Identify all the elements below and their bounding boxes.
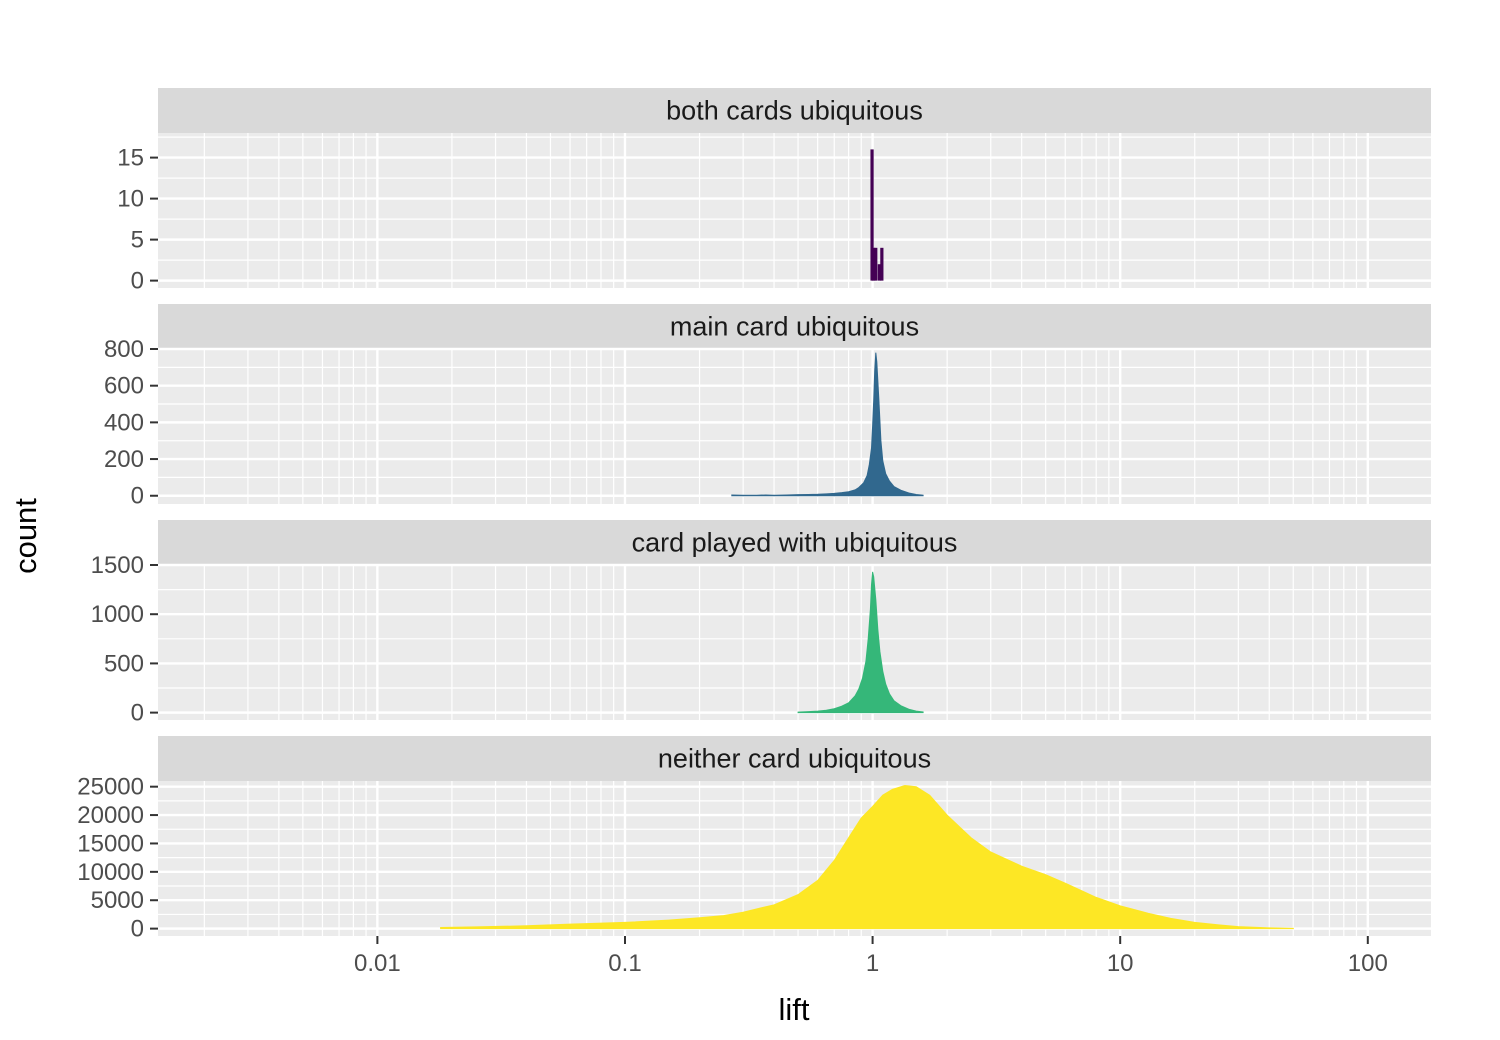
facet-strip-label: neither card ubiquitous (658, 744, 931, 774)
facet-strip-label: card played with ubiquitous (632, 528, 958, 558)
panel-background (158, 565, 1431, 720)
x-axis: 0.01 0.1 1 10 100 (354, 936, 1388, 977)
facet-strip (158, 88, 1431, 133)
facet-panel: neither card ubiquitous 05000100001500020… (77, 736, 1431, 943)
histogram-area (797, 571, 924, 714)
y-tick-label: 1000 (91, 601, 144, 628)
facet-strip (158, 520, 1431, 565)
facet-strip (158, 736, 1431, 781)
facet-strip-label: main card ubiquitous (670, 312, 919, 342)
x-tick-label: 100 (1348, 950, 1388, 977)
x-tick-label: 0.1 (608, 950, 641, 977)
y-tick-label: 20000 (77, 802, 144, 829)
y-tick-label: 10 (117, 186, 144, 213)
histogram-area (731, 352, 924, 497)
y-tick-label: 600 (104, 373, 144, 400)
facet-panel: card played with ubiquitous 0 500 1000 1500 (91, 520, 1431, 727)
histogram-bar (872, 247, 876, 281)
y-tick-label: 200 (104, 446, 144, 473)
facet-strip-label: both cards ubiquitous (666, 96, 923, 126)
y-tick-label: 0 (131, 700, 144, 727)
facet-panel: both cards ubiquitous 0 5 10 15 (117, 88, 1431, 295)
y-tick-label: 15 (117, 145, 144, 172)
facet-panels: both cards ubiquitous 0 5 10 15 main card ubi… (77, 88, 1431, 943)
y-tick-label: 10000 (77, 859, 144, 886)
x-tick-label: 10 (1107, 950, 1134, 977)
facet-panel: main card ubiquitous 0 200 400 600 800 (104, 304, 1431, 510)
x-axis-title: lift (779, 992, 810, 1027)
y-tick-label: 400 (104, 409, 144, 436)
y-tick-label: 0 (131, 268, 144, 295)
panel-background (158, 133, 1431, 288)
y-tick-label: 15000 (77, 830, 144, 857)
x-tick-label: 1 (866, 950, 879, 977)
histogram-area (440, 784, 1294, 930)
y-tick-label: 5000 (91, 887, 144, 914)
y-axis-title: count (8, 498, 43, 574)
histogram-bar (870, 149, 874, 281)
histogram-bar (880, 247, 884, 281)
y-tick-label: 25000 (77, 774, 144, 801)
y-tick-label: 800 (104, 336, 144, 363)
y-tick-label: 5 (131, 227, 144, 254)
panel-background (158, 349, 1431, 504)
histogram-bar (874, 247, 878, 281)
y-tick-label: 500 (104, 650, 144, 677)
y-tick-label: 0 (131, 483, 144, 510)
x-tick-label: 0.01 (354, 950, 401, 977)
y-tick-label: 0 (131, 916, 144, 943)
y-tick-label: 1500 (91, 552, 144, 579)
histogram-bar (877, 264, 881, 281)
facet-strip (158, 304, 1431, 349)
